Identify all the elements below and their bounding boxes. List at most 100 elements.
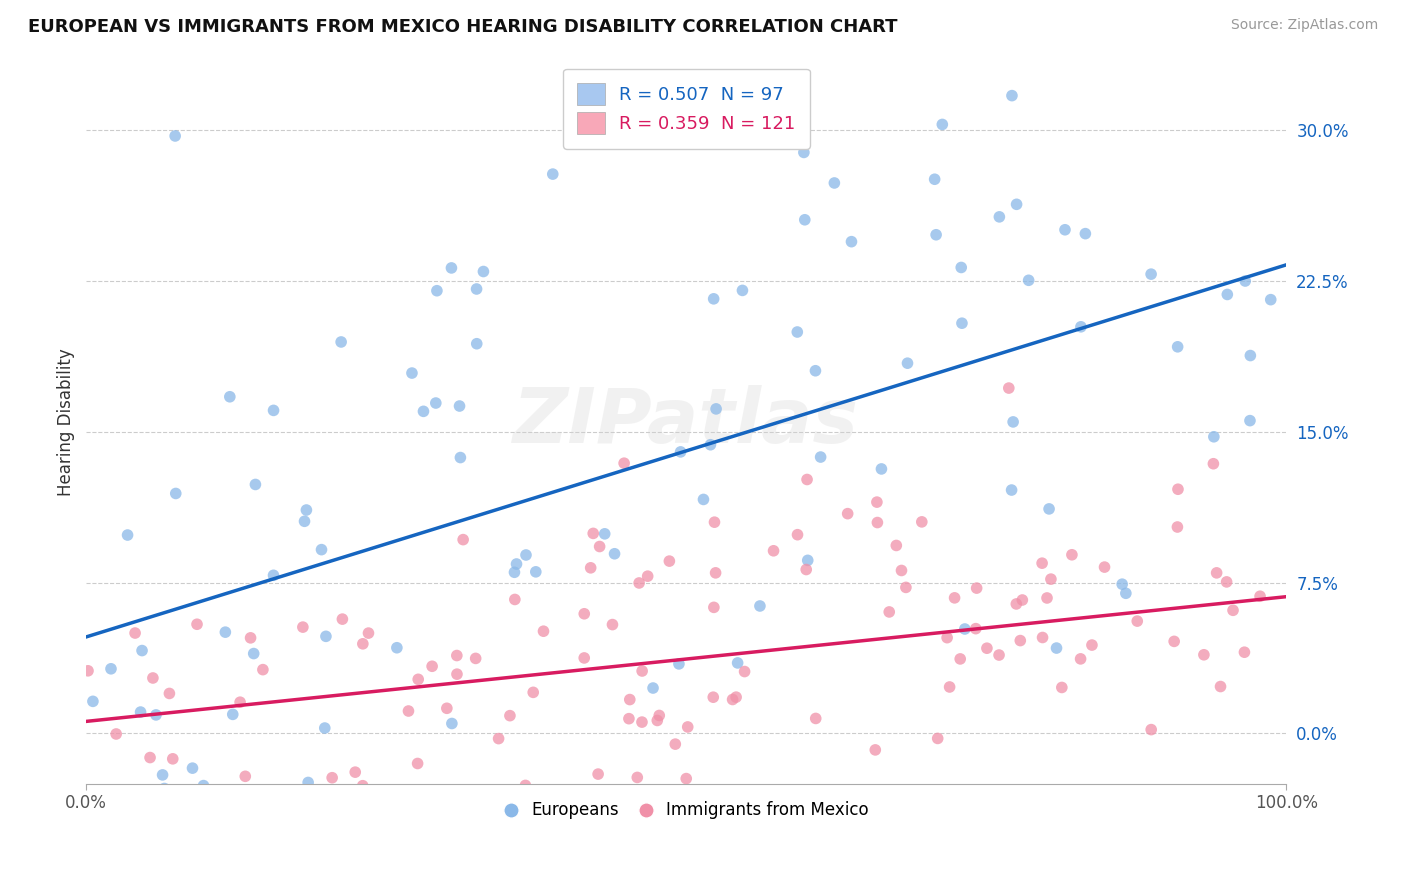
Point (1202, 430, 1225, 444)
Point (1050, 681, 1073, 695)
Point (222, 707, 245, 722)
Point (1074, 227, 1097, 241)
Point (617, 712, 640, 726)
Point (703, 292, 725, 306)
Point (1205, 566, 1227, 580)
Point (1192, 648, 1215, 662)
Point (1010, 633, 1032, 648)
Point (796, 553, 818, 567)
Point (793, 145, 815, 160)
Point (1018, 273, 1040, 287)
Y-axis label: Hearing Disability: Hearing Disability (58, 348, 75, 496)
Point (524, 565, 547, 579)
Point (645, 714, 668, 728)
Point (218, 390, 240, 404)
Point (1213, 15, 1236, 29)
Point (582, 526, 605, 541)
Point (401, 366, 423, 380)
Point (571, 814, 593, 828)
Point (145, 707, 167, 722)
Text: ZIPatlas: ZIPatlas (513, 384, 859, 458)
Point (465, 282, 488, 296)
Point (936, 631, 959, 645)
Point (1031, 556, 1053, 570)
Point (488, 731, 510, 746)
Point (1140, 723, 1163, 737)
Point (866, 495, 889, 509)
Point (129, 705, 152, 719)
Point (330, 334, 353, 349)
Point (1140, 267, 1163, 281)
Point (82, 694, 104, 708)
Point (925, 227, 948, 242)
Point (896, 356, 918, 370)
Point (911, 515, 934, 529)
Point (131, 643, 153, 657)
Point (890, 564, 912, 578)
Point (721, 692, 744, 706)
Point (731, 284, 754, 298)
Point (440, 716, 463, 731)
Point (1045, 641, 1067, 656)
Point (357, 626, 380, 640)
Point (643, 783, 665, 797)
Point (648, 708, 671, 723)
Point (1202, 457, 1225, 471)
Point (186, 617, 208, 632)
Point (1070, 319, 1092, 334)
Point (1126, 614, 1149, 628)
Point (193, 779, 215, 793)
Point (574, 651, 596, 665)
Point (1233, 645, 1256, 659)
Point (794, 562, 817, 576)
Point (245, 477, 267, 491)
Point (406, 756, 429, 771)
Point (503, 592, 526, 607)
Point (692, 492, 714, 507)
Point (420, 659, 443, 673)
Point (451, 533, 474, 547)
Point (321, 771, 343, 785)
Point (786, 325, 808, 339)
Point (162, 752, 184, 766)
Point (793, 212, 815, 227)
Point (449, 399, 471, 413)
Point (263, 403, 285, 417)
Point (668, 657, 690, 671)
Point (1002, 415, 1025, 429)
Point (786, 527, 808, 541)
Point (870, 462, 893, 476)
Point (232, 838, 254, 852)
Point (472, 264, 495, 278)
Point (1222, 603, 1244, 617)
Point (398, 704, 420, 718)
Point (1039, 572, 1062, 586)
Point (239, 631, 262, 645)
Point (520, 800, 543, 814)
Point (641, 681, 664, 695)
Legend: Europeans, Immigrants from Mexico: Europeans, Immigrants from Mexico (498, 795, 875, 826)
Point (297, 775, 319, 789)
Point (927, 731, 949, 746)
Point (866, 516, 889, 530)
Point (1032, 631, 1054, 645)
Point (703, 600, 725, 615)
Point (155, 792, 177, 806)
Point (142, 671, 165, 685)
Point (1167, 482, 1189, 496)
Point (1181, 27, 1204, 41)
Point (352, 779, 374, 793)
Point (950, 260, 973, 275)
Point (676, 720, 699, 734)
Point (344, 765, 367, 780)
Point (631, 715, 654, 730)
Point (603, 547, 626, 561)
Point (214, 625, 236, 640)
Point (593, 526, 616, 541)
Point (1060, 548, 1083, 562)
Point (440, 260, 463, 275)
Point (294, 514, 316, 528)
Point (1011, 593, 1033, 607)
Point (1149, 38, 1171, 53)
Point (1081, 638, 1104, 652)
